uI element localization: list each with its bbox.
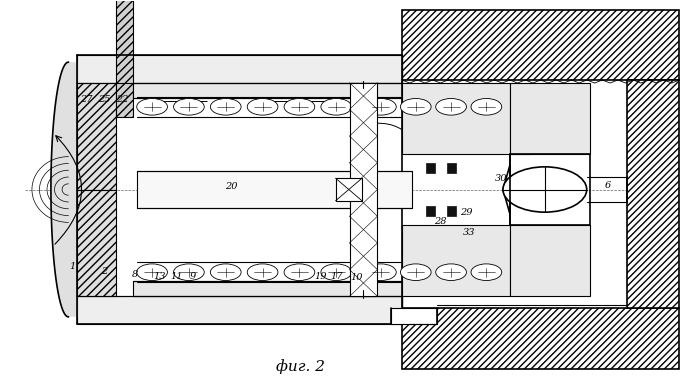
Text: 25: 25 <box>98 95 110 104</box>
Polygon shape <box>503 165 510 214</box>
Circle shape <box>173 264 204 280</box>
Circle shape <box>366 99 396 115</box>
Circle shape <box>137 264 168 280</box>
Text: 17: 17 <box>331 272 343 281</box>
Circle shape <box>366 264 396 280</box>
Bar <box>627 80 679 309</box>
Text: 30: 30 <box>496 174 508 183</box>
Circle shape <box>503 167 586 212</box>
Circle shape <box>435 99 466 115</box>
Bar <box>402 10 679 80</box>
Circle shape <box>247 264 278 280</box>
Bar <box>510 153 590 226</box>
Bar <box>78 83 116 190</box>
Bar <box>134 83 402 99</box>
Text: 1: 1 <box>69 262 75 271</box>
Bar <box>350 83 377 296</box>
Text: 13: 13 <box>154 272 166 281</box>
Text: A: A <box>369 84 376 93</box>
Text: 27: 27 <box>80 95 92 104</box>
Circle shape <box>210 264 241 280</box>
Bar <box>134 280 402 296</box>
Bar <box>510 83 590 153</box>
Bar <box>116 0 134 117</box>
Circle shape <box>321 99 352 115</box>
Text: 6: 6 <box>605 181 611 190</box>
Circle shape <box>247 99 278 115</box>
Text: 29: 29 <box>461 208 473 218</box>
Bar <box>78 296 402 324</box>
Circle shape <box>284 264 315 280</box>
Bar <box>402 309 679 369</box>
Text: 8: 8 <box>131 270 138 279</box>
Bar <box>447 207 456 216</box>
Bar <box>426 207 435 216</box>
Text: 19: 19 <box>314 272 326 281</box>
Circle shape <box>471 99 502 115</box>
Bar <box>78 190 116 296</box>
Text: фиг. 2: фиг. 2 <box>276 360 325 374</box>
Circle shape <box>321 264 352 280</box>
Text: 28: 28 <box>434 217 447 226</box>
Bar <box>426 163 435 172</box>
Bar <box>402 83 510 153</box>
Bar <box>402 226 510 296</box>
Bar <box>447 163 456 172</box>
Text: 33: 33 <box>463 229 476 237</box>
Bar <box>336 178 362 201</box>
Circle shape <box>435 264 466 280</box>
Circle shape <box>401 264 431 280</box>
Circle shape <box>137 99 168 115</box>
Text: 11: 11 <box>171 272 182 281</box>
Text: 22: 22 <box>117 95 129 104</box>
Circle shape <box>471 264 502 280</box>
Text: 10: 10 <box>350 273 363 282</box>
Circle shape <box>173 99 204 115</box>
Text: 2: 2 <box>101 267 107 276</box>
Circle shape <box>210 99 241 115</box>
Bar <box>510 226 590 296</box>
Bar <box>391 309 437 324</box>
Circle shape <box>284 99 315 115</box>
Circle shape <box>401 99 431 115</box>
Text: A: A <box>369 285 376 294</box>
Bar <box>78 55 402 83</box>
Text: 20: 20 <box>224 182 237 191</box>
Bar <box>137 171 412 208</box>
Text: 9: 9 <box>190 272 196 281</box>
